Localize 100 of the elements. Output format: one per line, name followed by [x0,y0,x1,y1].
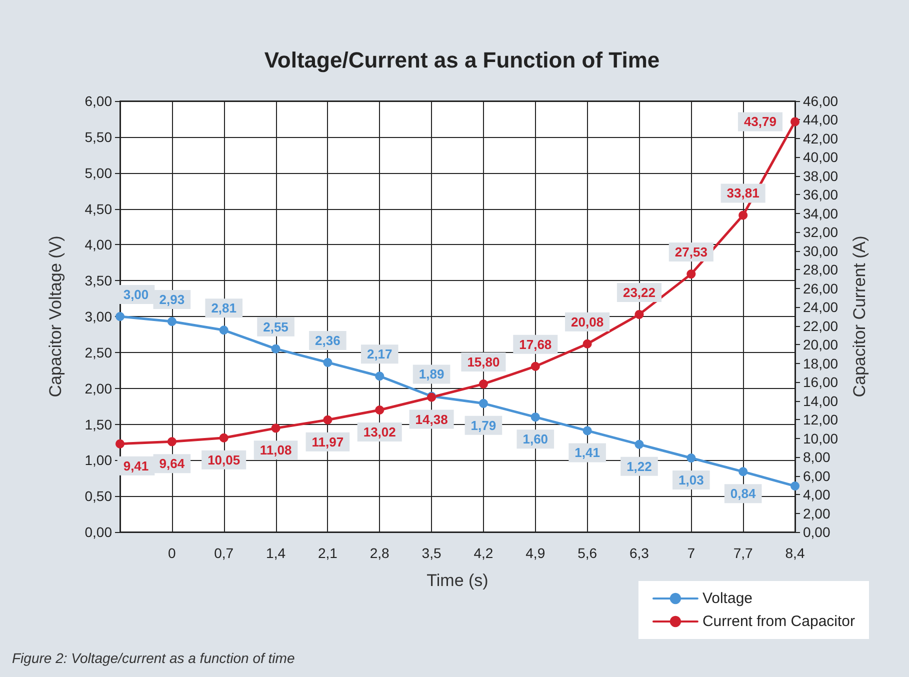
y2-tick-label: 20,00 [803,336,838,353]
data-label: 1,79 [470,418,496,433]
legend-label: Current from Capacitor [702,613,856,630]
data-label: 1,03 [678,472,704,488]
x-axis-title: Time (s) [426,571,488,590]
data-label: 43,79 [744,114,776,130]
data-label: 1,89 [418,366,444,382]
y2-tick-label: 44,00 [803,112,838,128]
x-tick-label: 7,7 [733,545,754,561]
y-tick-label: 3,50 [84,272,112,289]
y2-tick-label: 30,00 [803,242,838,259]
point [375,372,384,381]
x-tick-label: 4,2 [474,545,494,561]
point [219,326,228,335]
chart-title: Voltage/Current as a Function of Time [264,48,660,72]
y2-tick-label: 34,00 [803,205,838,222]
data-label: 1,41 [574,445,600,460]
x-tick-label: 0,7 [214,545,234,561]
y-tick-label: 2,00 [84,380,112,396]
point [686,270,696,279]
point [790,117,800,126]
data-label: 17,68 [519,336,552,352]
data-label: 2,81 [211,300,236,316]
y2-tick-label: 2,00 [803,505,830,522]
data-label: 2,93 [159,292,185,308]
x-tick-label: 2,8 [370,545,390,561]
point [686,454,696,463]
x-tick-label: 4,9 [526,545,546,561]
point [738,467,748,476]
point [167,437,176,446]
data-label: 3,00 [123,287,149,302]
point [634,310,644,319]
data-label: 2,17 [366,346,392,362]
data-label: 1,60 [522,432,548,447]
y2-tick-label: 6,00 [803,468,830,484]
data-label: 2,55 [263,319,288,334]
y2-tick-label: 28,00 [803,262,838,278]
x-tick-label: 3,5 [422,545,442,561]
x-tick-label: 1,4 [266,545,286,561]
point [582,339,592,348]
point [219,433,228,442]
data-label: 9,41 [123,458,149,474]
x-tick-label: 6,3 [629,545,650,561]
y-tick-label: 5,50 [84,128,112,145]
y2-tick-label: 22,00 [803,318,838,334]
data-label: 15,80 [467,354,500,370]
x-tick-label: 7 [687,545,696,561]
y2-tick-label: 42,00 [803,130,838,146]
y2-axis-title: Capacitor Current (A) [850,236,869,398]
y-tick-label: 6,00 [84,93,112,109]
y-tick-label: 4,50 [84,200,112,217]
y2-tick-label: 24,00 [803,299,838,316]
y-tick-label: 0,50 [84,488,112,504]
data-label: 14,38 [415,412,448,427]
data-label: 20,08 [571,314,604,330]
point [271,344,280,354]
y2-tick-label: 0,00 [803,524,830,540]
point [582,426,592,436]
data-label: 23,22 [622,284,656,300]
x-tick-label: 0 [168,545,176,561]
point [478,379,488,388]
data-label: 11,97 [312,434,344,450]
data-label: 2,36 [315,332,340,348]
y2-tick-label: 38,00 [803,168,838,184]
point [271,424,280,433]
y2-tick-label: 16,00 [803,374,838,390]
y2-tick-label: 36,00 [803,186,838,203]
y2-tick-label: 46,00 [803,93,838,109]
data-label: 0,84 [730,486,756,502]
point [634,440,644,449]
point [478,398,488,408]
point [530,412,540,422]
data-label: 27,53 [674,244,708,260]
point [738,210,748,220]
point [116,439,124,448]
data-label: 13,02 [363,424,396,440]
y-tick-label: 1,00 [84,452,112,468]
y2-tick-label: 4,00 [803,486,830,503]
y2-tick-label: 14,00 [803,392,838,409]
y2-tick-label: 10,00 [803,430,838,446]
point [375,406,384,415]
data-label: 9,64 [159,456,186,472]
y2-tick-label: 8,00 [803,449,830,466]
caption: Figure 2: Voltage/current as a function of time [12,650,295,666]
point [530,362,540,371]
y-tick-label: 0,00 [84,524,112,540]
y-tick-label: 4,00 [84,236,112,253]
data-label: 33,81 [726,186,760,201]
x-tick-label: 2,1 [318,545,338,561]
x-tick-label: 5,6 [578,545,598,561]
data-label: 11,08 [260,442,292,458]
point [323,415,332,424]
y-tick-label: 2,50 [84,344,112,360]
y2-tick-label: 26,00 [803,280,838,296]
x-tick-label: 8,4 [785,545,805,561]
y-axis-title: Capacitor Voltage (V) [46,236,65,398]
point [167,317,176,326]
y-tick-label: 5,00 [84,164,112,181]
y2-tick-label: 40,00 [803,149,838,166]
y2-tick-label: 12,00 [803,412,838,428]
